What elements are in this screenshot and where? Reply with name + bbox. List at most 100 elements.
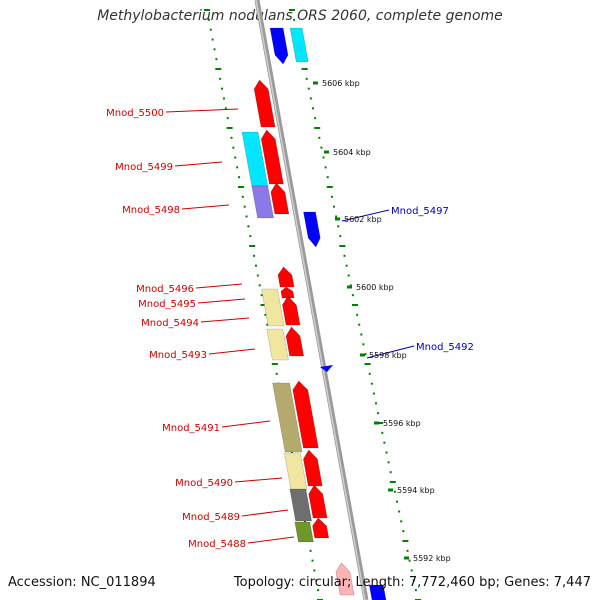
inner-ruler-dot — [243, 205, 246, 208]
label-leader-line — [247, 536, 295, 544]
genome-backbone-highlight — [255, 0, 366, 600]
outer-ruler-dot — [314, 117, 317, 120]
inner-ruler-dot — [258, 284, 261, 287]
inner-ruler-dot — [245, 215, 248, 218]
outer-ruler-dot — [377, 412, 380, 415]
outer-ruler-dot — [333, 205, 335, 208]
kbp-tick — [388, 488, 393, 492]
olive-feature — [272, 382, 303, 453]
outer-ruler-dot — [301, 68, 308, 70]
kbp-tick — [360, 353, 365, 357]
outer-ruler-dot — [408, 559, 411, 562]
outer-ruler-dot — [349, 284, 352, 287]
label-leader-line — [181, 204, 230, 210]
inner-ruler-dot — [260, 304, 267, 306]
outer-ruler-dot — [364, 363, 371, 365]
kbp-label: 5598 kbp — [369, 351, 407, 360]
kbp-label: 5596 kbp — [383, 419, 421, 428]
cyan-feature — [289, 27, 309, 63]
purple-feature — [251, 185, 274, 219]
outer-ruler-dot — [345, 264, 348, 267]
inner-ruler-dot — [309, 549, 312, 552]
outer-ruler-dot — [412, 579, 415, 582]
inner-ruler-dot — [224, 107, 227, 110]
reverse-gene-arrow — [269, 27, 289, 65]
gene-label: Mnod_5492 — [416, 342, 474, 353]
outer-ruler-dot — [362, 343, 365, 346]
label-leader-line — [197, 298, 246, 304]
inner-ruler-dot — [241, 195, 244, 198]
gene-label: Mnod_5495 — [138, 299, 196, 310]
gene-label: Mnod_5496 — [136, 284, 194, 295]
label-leader-line — [200, 317, 250, 323]
gene-label: Mnod_5490 — [175, 478, 233, 489]
inner-ruler-dot — [317, 589, 320, 592]
kbp-tick — [347, 285, 352, 289]
forward-gene-arrow — [335, 562, 355, 596]
outer-ruler-dot — [335, 215, 338, 218]
outer-ruler-dot — [414, 589, 417, 592]
outer-ruler-dot — [375, 402, 377, 405]
label-leader-line — [366, 345, 415, 359]
outer-ruler-dot — [314, 127, 321, 129]
outer-ruler-dot — [351, 294, 354, 297]
gene-label: Mnod_5493 — [149, 350, 207, 361]
outer-ruler-dot — [396, 500, 398, 503]
outer-ruler-dot — [372, 392, 375, 395]
inner-ruler-dot — [215, 68, 222, 70]
inner-ruler-dot — [266, 323, 269, 326]
accession-text: Accession: NC_011894 — [8, 575, 156, 590]
inner-ruler-dot — [219, 77, 222, 80]
label-leader-line — [195, 283, 243, 289]
outer-ruler-dot — [385, 451, 388, 454]
genome-title: Methylobacterium nodulans ORS 2060, comp… — [97, 8, 503, 24]
kbp-tick — [335, 217, 340, 221]
outer-ruler-dot — [358, 323, 361, 326]
label-leaders — [165, 108, 415, 544]
inner-ruler-dot — [249, 235, 252, 238]
kbp-label: 5606 kbp — [322, 79, 360, 88]
gene-label: Mnod_5500 — [106, 108, 164, 119]
forward-gene-arrow — [303, 449, 323, 487]
gene-label: Mnod_5491 — [162, 423, 220, 434]
outer-ruler-dot — [389, 481, 396, 483]
outer-ruler-dot — [318, 136, 321, 139]
inner-ruler-dot — [230, 136, 233, 139]
kbp-label: 5594 kbp — [397, 486, 435, 495]
inner-ruler-dot — [290, 451, 293, 454]
inner-ruler-dot — [209, 28, 212, 31]
gray-feature — [289, 488, 313, 522]
gene-label: Mnod_5497 — [391, 206, 449, 217]
kbp-label: 5602 kbp — [344, 215, 382, 224]
inner-ruler-dot — [264, 313, 267, 316]
outer-ruler-dot — [330, 195, 333, 198]
outer-ruler-dot — [360, 333, 363, 336]
inner-ruler-dot — [211, 38, 214, 41]
gene-label: Mnod_5489 — [182, 512, 240, 523]
inner-ruler-dot — [215, 58, 218, 61]
forward-gene-arrow — [292, 380, 319, 449]
inner-ruler-dot — [311, 559, 314, 562]
reverse-gene-arrow — [303, 211, 321, 248]
summary-text: Topology: circular; Length: 7,772,460 bp… — [233, 575, 591, 590]
outer-ruler-dot — [309, 97, 312, 100]
forward-gene-arrow — [285, 326, 305, 357]
inner-ruler-dot — [260, 294, 263, 297]
inner-ruler-dot — [271, 363, 278, 365]
inner-ruler-dot — [221, 87, 224, 90]
gene-label: Mnod_5488 — [188, 539, 246, 550]
outer-ruler-dot — [305, 77, 308, 80]
label-leader-line — [234, 477, 283, 483]
forward-gene-arrow — [308, 484, 328, 519]
outer-ruler-dot — [410, 569, 413, 572]
inner-ruler-dot — [234, 156, 237, 159]
outer-ruler-dot — [393, 490, 396, 493]
outer-ruler-dot — [368, 372, 371, 375]
kbp-tick — [374, 421, 379, 425]
inner-ruler-dot — [222, 97, 225, 100]
feature-track — [241, 27, 387, 600]
kbp-tick — [324, 150, 329, 154]
green-feature — [294, 521, 314, 543]
kbp-label: 5592 kbp — [413, 554, 451, 563]
inner-ruler-dot — [247, 225, 250, 228]
